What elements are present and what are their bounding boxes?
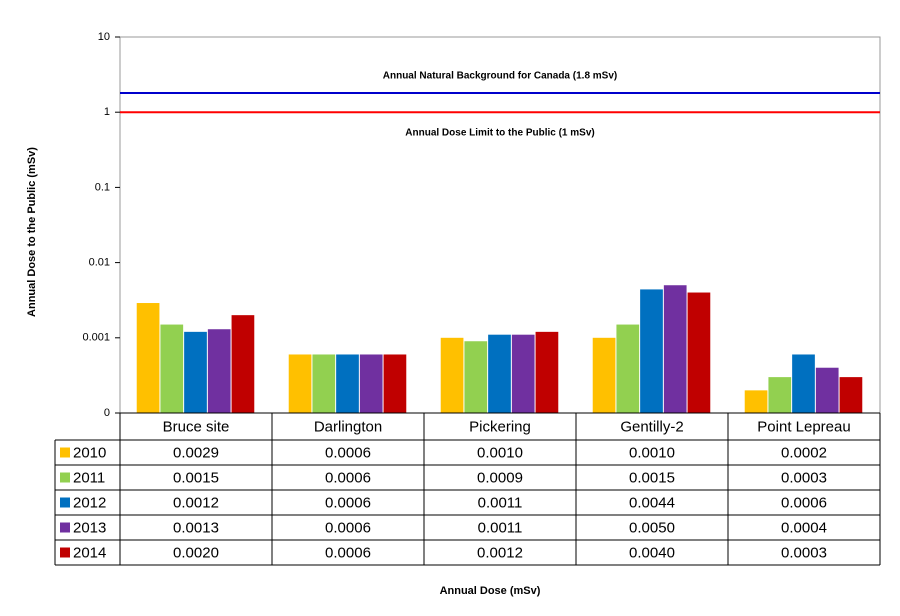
legend-label: 2014	[73, 544, 106, 561]
legend-label: 2012	[73, 494, 106, 511]
legend-swatch	[60, 522, 70, 533]
bar	[160, 324, 184, 413]
table-value: 0.0010	[629, 444, 675, 461]
x-tick-label: Pickering	[469, 418, 531, 435]
bar	[687, 292, 711, 413]
y-tick-label: 0.1	[95, 181, 110, 193]
table-value: 0.0015	[173, 469, 219, 486]
legend-swatch	[60, 472, 70, 483]
x-tick-label: Bruce site	[163, 418, 230, 435]
table-value: 0.0012	[173, 494, 219, 511]
table-value: 0.0002	[781, 444, 827, 461]
bar	[184, 331, 207, 413]
x-axis-title: Annual Dose (mSv)	[440, 585, 541, 597]
table-value: 0.0006	[325, 494, 371, 511]
x-tick-label: Gentilly-2	[620, 418, 683, 435]
table-value: 0.0004	[781, 519, 827, 536]
legend-label: 2013	[73, 519, 106, 536]
bar	[464, 341, 488, 413]
y-tick-label: 0.01	[89, 257, 110, 269]
annotation: Annual Natural Background for Canada (1.…	[383, 71, 618, 82]
legend-swatch	[60, 497, 70, 508]
x-tick-label: Darlington	[314, 418, 382, 435]
table-value: 0.0020	[173, 544, 219, 561]
bar	[288, 354, 312, 413]
table-value: 0.0044	[629, 494, 675, 511]
table-value: 0.0011	[478, 494, 523, 511]
bar	[792, 354, 815, 413]
bar	[839, 377, 863, 413]
table-value: 0.0006	[325, 469, 371, 486]
x-tick-label: Point Lepreau	[757, 418, 850, 435]
y-tick-label: 10	[98, 31, 110, 43]
table-value: 0.0050	[629, 519, 675, 536]
legend-label: 2010	[73, 444, 106, 461]
bar	[640, 289, 663, 413]
y-tick-label: 0	[104, 407, 110, 419]
legend-swatch	[60, 447, 70, 458]
table-value: 0.0006	[325, 544, 371, 561]
table-value: 0.0006	[781, 494, 827, 511]
table-value: 0.0003	[781, 544, 827, 561]
table-value: 0.0003	[781, 469, 827, 486]
bar	[383, 354, 407, 413]
annotation: Annual Dose Limit to the Public (1 mSv)	[405, 128, 594, 139]
bar	[535, 331, 559, 413]
table-value: 0.0015	[629, 469, 675, 486]
bar	[488, 334, 511, 413]
bar	[744, 390, 768, 413]
bar	[231, 315, 255, 413]
y-axis-title: Annual Dose to the Public (mSv)	[26, 147, 38, 317]
y-tick-label: 1	[104, 106, 110, 118]
table-value: 0.0006	[325, 444, 371, 461]
table-value: 0.0040	[629, 544, 675, 561]
bar	[207, 329, 231, 413]
table-value: 0.0011	[478, 519, 523, 536]
y-tick-label: 0.001	[82, 332, 110, 344]
table-value: 0.0010	[477, 444, 523, 461]
bar	[616, 324, 640, 413]
bar	[336, 354, 359, 413]
bar	[359, 354, 383, 413]
table-value: 0.0012	[477, 544, 523, 561]
bar	[815, 367, 839, 413]
legend-swatch	[60, 547, 70, 558]
bar	[312, 354, 336, 413]
bar	[136, 303, 160, 413]
bar	[663, 285, 687, 413]
table-value: 0.0009	[477, 469, 523, 486]
bar	[768, 377, 792, 413]
table-value: 0.0013	[173, 519, 219, 536]
bar	[440, 337, 464, 413]
table-value: 0.0006	[325, 519, 371, 536]
bar	[592, 337, 616, 413]
bar	[511, 334, 535, 413]
legend-label: 2011	[73, 469, 105, 486]
table-value: 0.0029	[173, 444, 219, 461]
